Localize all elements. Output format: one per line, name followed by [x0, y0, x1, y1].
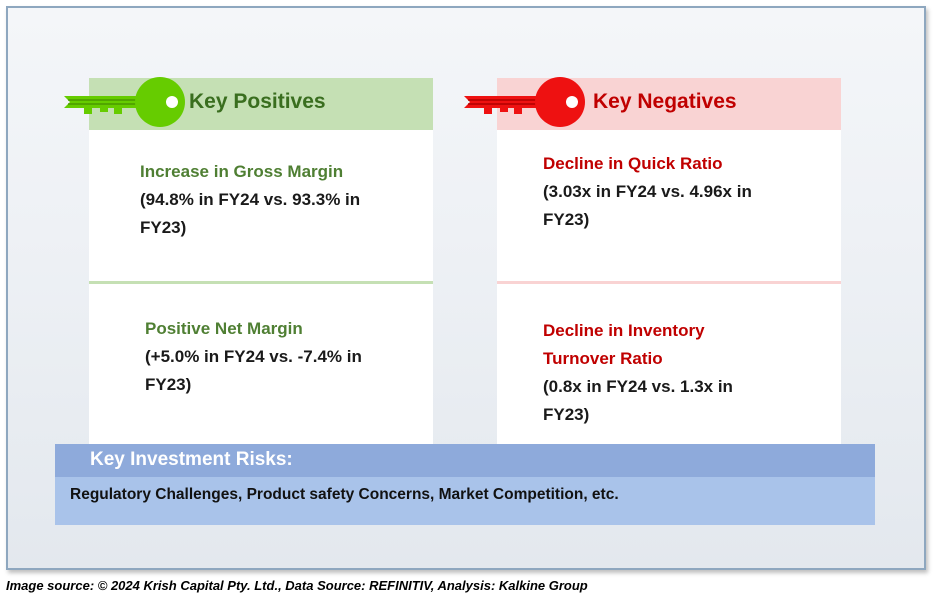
- positive-item-net-margin: Positive Net Margin (+5.0% in FY24 vs. -…: [145, 315, 390, 399]
- red-key-icon: [464, 77, 585, 127]
- image-source-caption: Image source: © 2024 Krish Capital Pty. …: [6, 578, 588, 593]
- key-negatives-panel: Key Negatives Decline in Quick Ratio (3.…: [497, 78, 841, 444]
- key-investment-risks-text: Regulatory Challenges, Product safety Co…: [70, 486, 619, 503]
- key-positives-title: Key Positives: [189, 90, 326, 113]
- negative-item-inventory-turnover: Decline in Inventory Turnover Ratio (0.8…: [543, 317, 758, 429]
- negative-item-quick-ratio: Decline in Quick Ratio (3.03x in FY24 vs…: [543, 150, 783, 234]
- positives-divider: [89, 281, 433, 284]
- negative-item-desc: (3.03x in FY24 vs. 4.96x in FY23): [543, 182, 752, 229]
- positive-item-title: Positive Net Margin: [145, 319, 303, 338]
- negative-item-title: Decline in Inventory Turnover Ratio: [543, 321, 705, 368]
- positive-item-desc: (+5.0% in FY24 vs. -7.4% in FY23): [145, 347, 362, 394]
- key-positives-panel: Key Positives Increase in Gross Margin (…: [89, 78, 433, 444]
- key-investment-risks-title: Key Investment Risks:: [55, 444, 875, 477]
- green-key-icon: [64, 77, 185, 127]
- negative-item-title: Decline in Quick Ratio: [543, 154, 723, 173]
- negatives-divider: [497, 281, 841, 284]
- positive-item-title: Increase in Gross Margin: [140, 162, 344, 181]
- positive-item-gross-margin: Increase in Gross Margin (94.8% in FY24 …: [140, 158, 390, 242]
- key-negatives-title: Key Negatives: [593, 90, 737, 113]
- negative-item-desc: (0.8x in FY24 vs. 1.3x in FY23): [543, 377, 733, 424]
- positive-item-desc: (94.8% in FY24 vs. 93.3% in FY23): [140, 190, 361, 237]
- key-investment-risks-panel: Key Investment Risks: Regulatory Challen…: [55, 444, 875, 525]
